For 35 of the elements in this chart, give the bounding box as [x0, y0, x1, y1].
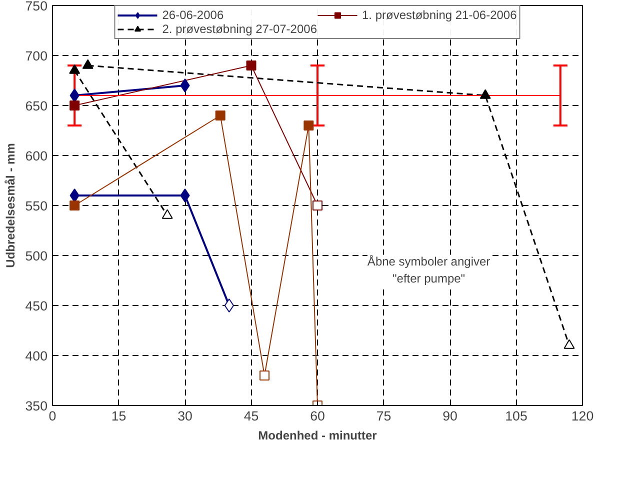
annotation: Åbne symboler angiver "efter pumpe" — [367, 254, 490, 286]
x-tick-label: 30 — [178, 408, 192, 424]
y-tick-label: 400 — [25, 348, 48, 364]
x-tick-label: 60 — [310, 408, 325, 424]
x-tick-label: 105 — [505, 408, 528, 424]
y-tick-label: 350 — [25, 398, 48, 414]
x-tick-label: 75 — [376, 408, 392, 424]
y-tick-label: 700 — [25, 48, 48, 64]
point — [70, 88, 80, 102]
legend-label: 26-06-2006 — [162, 8, 224, 22]
x-tick-label: 45 — [244, 408, 259, 424]
x-tick-label: 120 — [571, 408, 594, 424]
y-tick-label: 650 — [25, 98, 48, 114]
point — [70, 200, 80, 210]
point — [70, 188, 80, 202]
y-tick-label: 550 — [25, 198, 48, 214]
x-tick-label: 15 — [111, 408, 126, 424]
x-axis-title: Modenhed - minutter — [258, 428, 378, 442]
point — [70, 100, 80, 110]
x-tick-label: 0 — [48, 408, 56, 424]
y-tick-label: 450 — [25, 298, 48, 314]
legend-label: 2. prøvestøbning 27-07-2006 — [162, 22, 317, 36]
point — [480, 89, 491, 99]
y-tick-label: 500 — [25, 248, 48, 264]
point — [82, 59, 94, 69]
y-tick-label: 750 — [25, 0, 48, 14]
point — [215, 110, 226, 120]
y-axis-title: Udbredelsesmål - mm — [3, 143, 18, 268]
point — [246, 60, 256, 70]
point — [304, 120, 314, 130]
point — [180, 78, 190, 92]
point — [180, 188, 190, 202]
y-tick-label: 600 — [25, 148, 48, 164]
x-tick-label: 90 — [442, 408, 458, 424]
legend-label: 1. prøvestøbning 21-06-2006 — [362, 8, 517, 22]
